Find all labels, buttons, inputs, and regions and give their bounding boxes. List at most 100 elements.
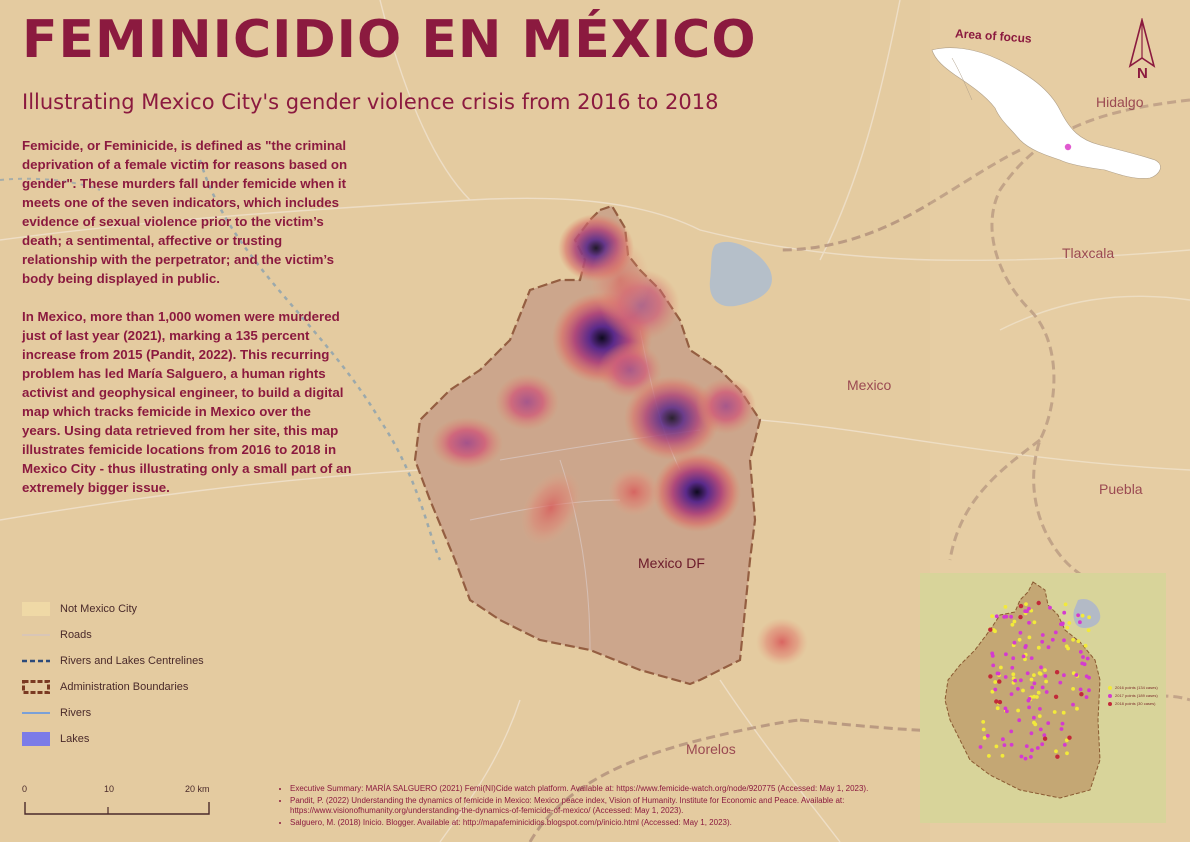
inset-point [1065,751,1069,756]
inset-point [1067,735,1072,740]
inset-point [1054,749,1058,754]
inset-point [1065,625,1070,630]
inset-point [1044,690,1049,694]
inset-point [1087,675,1091,680]
inset-point [1021,688,1025,693]
legend-item-roads: Roads [22,622,204,648]
inset-point [1023,645,1028,650]
inset-point [1004,652,1008,657]
inset-point [1087,615,1091,620]
inset-point [1012,640,1017,645]
inset-point [1009,614,1013,619]
reference-item: Executive Summary: MARÍA SALGUERO (2021)… [290,784,1010,795]
inset-legend-2016: 2016 points (134 cases) [1108,684,1158,692]
heatmap [431,214,808,666]
inset-point [991,663,996,668]
inset-point [994,744,999,749]
inset-point [1071,637,1075,642]
inset-point [1058,680,1063,685]
legend-swatch-fill [22,732,50,746]
inset-point [1009,692,1014,696]
map-subtitle: Illustrating Mexico City's gender violen… [22,90,719,114]
inset-point [1035,695,1039,699]
inset-point [1059,622,1063,626]
inset-point [988,627,993,632]
inset-points-legend: 2016 points (134 cases) 2017 points (189… [1108,684,1158,708]
inset-point [1030,685,1035,690]
inset-point [1043,674,1048,678]
place-label-mexico: Mexico [847,377,892,393]
map-title: FEMINICIDIO EN MÉXICO [22,10,757,70]
inset-point [1010,665,1015,670]
inset-point [1030,748,1034,753]
inset-point [1037,714,1042,718]
inset-point [1003,675,1008,679]
place-label-hidalgo: Hidalgo [1096,94,1144,110]
inset-point [1080,613,1085,618]
inset-point [982,736,987,740]
inset-point [1040,633,1045,637]
inset-point [1017,637,1022,642]
inset-legend-2018: 2018 points (30 cases) [1108,700,1158,708]
scale-label-0: 0 [22,784,28,794]
inset-point [1018,630,1023,635]
inset-point [1002,615,1007,619]
inset-point [1001,737,1005,742]
inset-point [981,727,986,732]
inset-point [1064,738,1069,743]
inset-point [1071,702,1075,707]
inset-point [1011,672,1016,677]
inset-point [993,687,998,692]
inset-point [1079,692,1084,697]
legend-item-rivers: Rivers [22,700,204,726]
inset-point [1054,670,1060,675]
river-centreline [198,159,442,561]
inset-point [978,745,983,749]
inset-point [1078,650,1083,654]
inset-point [1040,742,1045,747]
reference-item: Salguero, M. (2018) Inicio. Blogger. Ava… [290,818,1010,829]
inset-point [1038,707,1042,711]
inset-point [1002,743,1007,747]
inset-point [1003,706,1008,711]
place-label-tlaxcala: Tlaxcala [1062,245,1115,261]
inset-point [1039,665,1043,670]
inset-point [1027,606,1031,611]
inset-point [997,679,1002,684]
legend-swatch-dashed [22,659,50,663]
legend-item-not-mexico-city: Not Mexico City [22,596,204,622]
inset-point [1029,755,1033,759]
inset-point [1040,639,1045,644]
map-legend: Not Mexico City Roads Rivers and Lakes C… [22,596,204,752]
inset-point [1036,600,1041,606]
inset-point [1035,746,1040,750]
inset-point [990,654,995,658]
inset-point [1032,694,1036,699]
inset-point [997,699,1003,705]
place-label-puebla: Puebla [1099,481,1143,497]
inset-point [999,665,1003,670]
inset-point [1032,681,1037,686]
reference-item: Pandit, P. (2022) Understanding the dyna… [290,796,1010,817]
inset-point [1046,645,1051,650]
legend-swatch-boundary [22,680,50,694]
description-paragraph-1: Femicide, or Feminicide, is defined as "… [22,138,348,286]
place-label-mexico-df: Mexico DF [638,555,705,571]
inset-point [1000,753,1005,758]
inset-point [1037,671,1042,675]
inset-point [1023,756,1028,761]
inset-point [1078,620,1082,625]
inset-point [1018,603,1024,609]
inset-point [1087,688,1091,693]
inset-point [1086,628,1091,633]
inset-point [1042,733,1047,738]
inset-point [1026,698,1031,703]
inset-point [1080,661,1085,666]
inset-point [1027,635,1032,640]
inset-point [1029,677,1034,682]
inset-point [1017,718,1022,723]
inset-point [1042,736,1048,741]
inset-point [1064,644,1069,649]
inset-point [994,614,999,619]
